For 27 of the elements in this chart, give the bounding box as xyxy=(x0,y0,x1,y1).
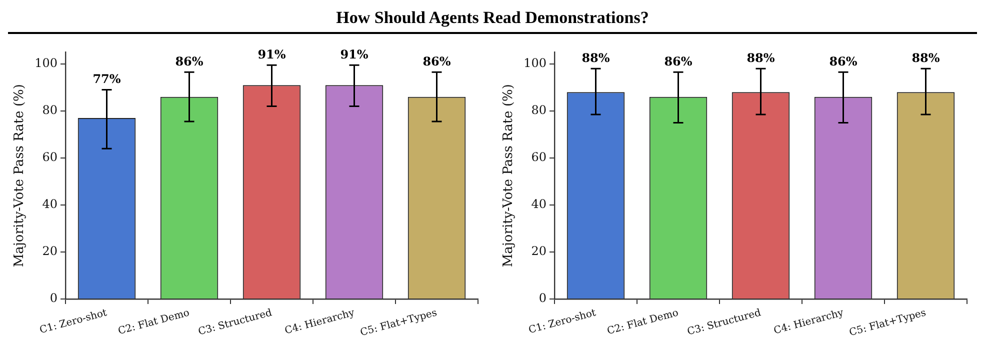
y-tick-label: 60 xyxy=(531,150,547,164)
chart-title: How Should Agents Read Demonstrations? xyxy=(8,8,977,34)
y-tick-label: 80 xyxy=(531,103,547,118)
y-tick-label: 100 xyxy=(34,56,58,70)
y-tick-label: 40 xyxy=(42,197,58,212)
y-tick-label: 20 xyxy=(42,244,58,258)
y-tick-label: 40 xyxy=(531,197,547,212)
y-axis-title: Majority-Vote Pass Rate (%) xyxy=(501,84,516,268)
x-tick-label: C2: Flat Demo xyxy=(606,308,680,338)
y-axis-title: Majority-Vote Pass Rate (%) xyxy=(12,84,28,268)
data-label: 88% xyxy=(746,50,776,65)
data-label: 86% xyxy=(829,54,858,68)
data-label: 91% xyxy=(340,47,369,62)
y-tick-label: 100 xyxy=(524,56,547,70)
data-label: 88% xyxy=(582,50,610,65)
y-tick-label: 0 xyxy=(50,291,58,306)
data-label: 88% xyxy=(912,50,940,65)
data-label: 77% xyxy=(92,72,122,86)
y-tick-label: 20 xyxy=(531,244,547,258)
data-label: 91% xyxy=(258,47,286,62)
data-label: 86% xyxy=(664,54,693,68)
y-tick-label: 80 xyxy=(42,103,58,118)
y-tick-label: 0 xyxy=(538,291,547,306)
data-label: 86% xyxy=(175,54,204,68)
data-label: 86% xyxy=(422,54,452,68)
x-tick-label: C2: Flat Demo xyxy=(117,308,191,338)
y-tick-label: 60 xyxy=(42,150,58,164)
